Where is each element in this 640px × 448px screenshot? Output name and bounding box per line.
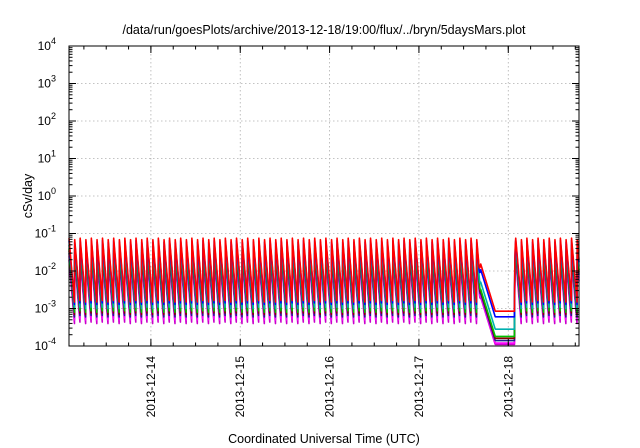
y-tick-label: 10-1 — [35, 224, 56, 241]
y-tick-label: 10-3 — [35, 299, 56, 316]
y-tick-label: 102 — [38, 111, 56, 128]
x-tick-label: 2013-12-17 — [412, 356, 426, 418]
series-layer — [68, 237, 580, 346]
y-tick-label: 104 — [38, 36, 56, 53]
y-tick-label: 101 — [38, 149, 56, 166]
x-axis-label: Coordinated Universal Time (UTC) — [228, 432, 420, 446]
x-tick-label: 2013-12-14 — [144, 356, 158, 418]
y-tick-labels: 10-4 10-3 10-2 10-1 100 101 102 103 104 — [35, 36, 56, 353]
series-line — [68, 237, 580, 312]
y-tick-label: 103 — [38, 74, 56, 91]
axis-ticks — [69, 45, 579, 347]
y-tick-label: 10-2 — [35, 261, 56, 278]
x-tick-label: 2013-12-16 — [323, 356, 337, 418]
chart-title: /data/run/goesPlots/archive/2013-12-18/1… — [122, 23, 526, 37]
y-tick-label: 10-4 — [35, 336, 56, 353]
x-tick-label: 2013-12-18 — [501, 356, 515, 418]
y-tick-label: 100 — [38, 186, 56, 203]
x-tick-labels: 2013-12-14 2013-12-15 2013-12-16 2013-12-17… — [144, 356, 515, 418]
x-tick-label: 2013-12-15 — [233, 356, 247, 418]
y-axis-label: cSv/day — [21, 173, 35, 218]
